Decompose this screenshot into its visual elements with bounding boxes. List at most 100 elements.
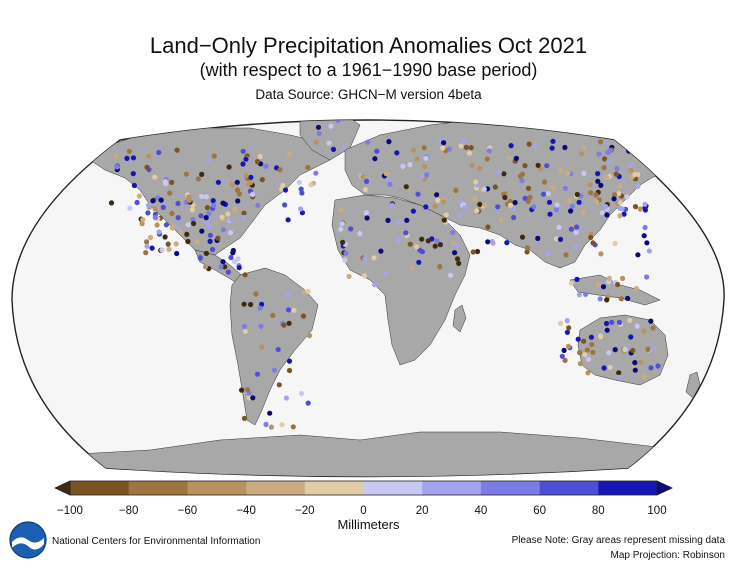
station-marker xyxy=(553,207,560,213)
station-marker xyxy=(486,148,492,154)
station-marker xyxy=(202,264,209,270)
station-marker xyxy=(557,236,564,242)
station-marker xyxy=(175,200,181,207)
station-marker xyxy=(394,150,400,156)
map-subtitle: (with respect to a 1961−1990 base period… xyxy=(199,60,538,80)
station-marker xyxy=(622,346,628,352)
station-marker xyxy=(199,193,205,200)
station-marker xyxy=(313,170,319,176)
station-marker xyxy=(481,186,487,192)
station-marker xyxy=(482,202,488,208)
station-marker xyxy=(189,207,195,213)
station-marker xyxy=(403,230,409,236)
station-marker xyxy=(641,374,647,380)
station-marker xyxy=(561,347,567,353)
station-marker xyxy=(126,148,132,154)
station-marker xyxy=(547,211,553,217)
station-marker xyxy=(174,147,180,153)
station-marker xyxy=(259,177,265,183)
station-marker xyxy=(519,178,525,184)
station-marker xyxy=(616,370,622,376)
station-marker xyxy=(234,179,240,185)
station-marker xyxy=(489,238,495,245)
station-marker xyxy=(568,208,574,214)
station-marker xyxy=(507,198,513,205)
station-marker xyxy=(573,243,579,250)
station-marker xyxy=(357,230,363,237)
station-marker xyxy=(581,338,587,344)
station-marker xyxy=(646,248,653,254)
station-marker xyxy=(286,367,293,374)
station-marker xyxy=(545,191,552,197)
station-marker xyxy=(363,210,369,216)
station-marker xyxy=(362,256,368,262)
station-marker xyxy=(407,241,413,247)
station-marker xyxy=(648,318,654,324)
station-marker xyxy=(637,206,643,212)
station-marker xyxy=(458,143,464,149)
station-marker xyxy=(510,206,516,212)
station-marker xyxy=(338,207,344,213)
station-marker xyxy=(156,149,162,156)
station-marker xyxy=(424,172,430,178)
station-marker xyxy=(485,239,491,245)
station-marker xyxy=(263,163,269,169)
station-marker xyxy=(228,254,234,261)
station-marker xyxy=(432,243,438,249)
station-marker xyxy=(165,241,171,247)
station-marker xyxy=(234,187,240,193)
station-marker xyxy=(582,352,588,358)
station-marker xyxy=(169,210,175,216)
land-antarctica xyxy=(19,431,721,477)
colorbar-segments xyxy=(70,481,658,495)
station-marker xyxy=(474,248,481,255)
station-marker xyxy=(335,120,341,124)
station-marker xyxy=(378,248,384,254)
station-marker xyxy=(308,182,314,188)
colorbar-tick-label: 40 xyxy=(474,505,488,517)
station-marker xyxy=(249,191,256,198)
station-marker xyxy=(236,191,243,197)
station-marker xyxy=(241,214,247,221)
station-marker xyxy=(270,312,276,318)
station-marker xyxy=(461,138,467,144)
station-marker xyxy=(243,156,249,162)
station-marker xyxy=(219,214,225,220)
station-marker xyxy=(361,273,367,279)
colorbar-segment xyxy=(539,481,599,495)
station-marker xyxy=(371,255,377,261)
station-marker xyxy=(210,198,216,204)
station-marker xyxy=(558,168,564,174)
station-marker xyxy=(577,350,583,356)
station-marker xyxy=(574,276,580,282)
station-marker xyxy=(621,211,627,217)
station-marker xyxy=(583,291,589,297)
station-marker xyxy=(507,202,514,208)
station-marker xyxy=(255,202,261,208)
station-marker xyxy=(167,190,173,196)
station-marker xyxy=(466,150,473,156)
station-marker xyxy=(158,197,164,203)
station-marker xyxy=(422,163,428,169)
station-marker xyxy=(300,313,307,319)
station-marker xyxy=(606,350,612,356)
station-marker xyxy=(134,199,140,206)
station-marker xyxy=(364,178,370,184)
station-marker xyxy=(296,179,302,185)
station-marker xyxy=(166,246,172,252)
station-marker xyxy=(176,225,182,231)
station-marker xyxy=(598,139,604,145)
station-marker xyxy=(306,333,313,339)
station-marker xyxy=(603,204,609,210)
station-marker xyxy=(599,210,605,216)
station-marker xyxy=(535,235,541,241)
station-marker xyxy=(254,371,261,377)
world-map xyxy=(11,119,725,478)
station-marker xyxy=(113,153,119,159)
station-marker xyxy=(568,226,575,232)
station-marker xyxy=(604,327,610,333)
land-new-zealand xyxy=(685,371,701,399)
station-marker xyxy=(143,250,149,256)
station-marker xyxy=(522,195,528,201)
station-marker xyxy=(565,343,572,349)
